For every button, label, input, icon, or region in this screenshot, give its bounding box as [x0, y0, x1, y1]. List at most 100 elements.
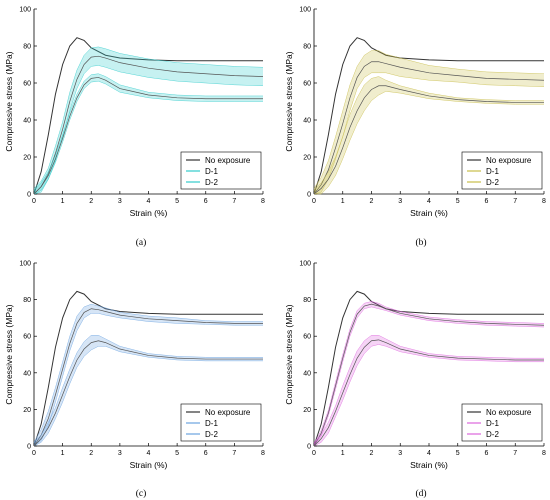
- legend-label: D-2: [205, 178, 218, 187]
- chart-panel: 0 20 40 60 80 100 0 1 2 3 4 5 6 7 8 Compressive stress …: [4, 261, 265, 500]
- y-axis-title: Compressive stress (MPa): [284, 51, 294, 151]
- series-line-d-1: [313, 61, 545, 195]
- series-upper-bound-d-2: [313, 335, 544, 443]
- x-tick-label: 7: [513, 450, 517, 457]
- y-tick-label: 80: [303, 44, 311, 51]
- x-tick-label: 8: [261, 198, 265, 205]
- x-tick-label: 5: [175, 450, 179, 457]
- series-line-no-exposure: [33, 37, 263, 195]
- series-upper-bound-d-1: [313, 301, 545, 445]
- y-tick-label: 20: [303, 407, 311, 414]
- x-tick-label: 8: [542, 450, 546, 457]
- y-axis-title: Compressive stress (MPa): [4, 51, 14, 151]
- legend-label: D-2: [205, 430, 218, 439]
- legend-label: No exposure: [205, 156, 251, 165]
- legend-label: D-1: [486, 419, 499, 428]
- x-tick-label: 8: [542, 198, 546, 205]
- x-tick-label: 6: [485, 450, 489, 457]
- y-tick-label: 80: [23, 297, 31, 304]
- x-tick-label: 8: [261, 450, 265, 457]
- y-tick-label: 80: [23, 44, 31, 51]
- legend-label: D-2: [486, 178, 499, 187]
- x-tick-label: 4: [147, 198, 151, 205]
- legend: No exposure D-1 D-2: [461, 151, 543, 190]
- x-tick-label: 3: [118, 450, 122, 457]
- y-axis-title: Compressive stress (MPa): [4, 304, 14, 404]
- series-line-no-exposure: [33, 290, 263, 447]
- y-tick-label: 60: [303, 334, 311, 341]
- series-lower-bound-d-1: [313, 72, 545, 195]
- series-lower-bound-d-1: [33, 65, 264, 195]
- x-tick-label: 7: [232, 450, 236, 457]
- legend-label: D-1: [486, 167, 499, 176]
- series-line-d-2: [33, 77, 263, 195]
- x-axis-title: Strain (%): [130, 460, 168, 470]
- y-axis-title: Compressive stress (MPa): [284, 304, 294, 404]
- series-band-d-1: [314, 50, 544, 194]
- y-tick-label: 100: [19, 261, 31, 268]
- x-tick-label: 1: [341, 198, 345, 205]
- chart-panel: 0 20 40 60 80 100 0 1 2 3 4 5 6 7 8 Compressive stress …: [4, 7, 265, 249]
- x-tick-label: 5: [456, 198, 460, 205]
- x-tick-label: 0: [32, 198, 36, 205]
- x-axis-title: Strain (%): [410, 460, 448, 470]
- series-lower-bound-d-1: [33, 313, 263, 447]
- y-tick-label: 40: [303, 370, 311, 377]
- x-tick-label: 4: [427, 198, 431, 205]
- x-axis-title: Strain (%): [130, 208, 168, 218]
- x-tick-label: 1: [61, 198, 65, 205]
- chart-panel: 0 20 40 60 80 100 0 1 2 3 4 5 6 7 8 Compressive stress …: [284, 7, 546, 249]
- y-tick-label: 100: [299, 261, 311, 268]
- series-upper-bound-d-2: [33, 73, 263, 191]
- x-tick-label: 0: [312, 198, 316, 205]
- x-tick-label: 6: [204, 450, 208, 457]
- y-tick-label: 40: [23, 118, 31, 125]
- y-tick-label: 20: [23, 155, 31, 162]
- series-line-d-1: [33, 308, 263, 447]
- y-tick-label: 40: [303, 118, 311, 125]
- x-tick-label: 5: [456, 450, 460, 457]
- series-line-d-1: [313, 303, 545, 447]
- x-tick-label: 2: [89, 450, 93, 457]
- x-tick-label: 4: [147, 450, 151, 457]
- y-tick-label: 40: [23, 370, 31, 377]
- series-line-no-exposure: [313, 290, 544, 447]
- legend-label: No exposure: [486, 156, 532, 165]
- series-lower-bound-d-2: [33, 80, 263, 195]
- chart-panel: 0 20 40 60 80 100 0 1 2 3 4 5 6 7 8 Compressive stress …: [284, 261, 546, 500]
- y-tick-label: 0: [27, 444, 31, 451]
- panel-label: (d): [415, 488, 426, 499]
- legend: No exposure D-1 D-2: [461, 403, 543, 442]
- legend-label: D-1: [205, 167, 218, 176]
- y-tick-label: 0: [307, 444, 311, 451]
- legend-label: No exposure: [486, 408, 532, 417]
- y-tick-label: 20: [23, 407, 31, 414]
- y-tick-label: 100: [299, 7, 311, 14]
- x-tick-label: 6: [485, 198, 489, 205]
- panel-label: (b): [415, 237, 426, 248]
- legend: No exposure D-1 D-2: [180, 151, 262, 190]
- legend: No exposure D-1 D-2: [180, 403, 262, 442]
- x-tick-label: 4: [427, 450, 431, 457]
- panel-label: (c): [136, 488, 147, 499]
- y-tick-label: 60: [23, 334, 31, 341]
- x-tick-label: 7: [232, 198, 236, 205]
- panel-label: (a): [136, 237, 147, 248]
- x-tick-label: 3: [118, 198, 122, 205]
- x-tick-label: 1: [341, 450, 345, 457]
- legend-label: D-1: [205, 419, 218, 428]
- series-upper-bound-d-2: [33, 335, 263, 443]
- legend-label: No exposure: [205, 408, 251, 417]
- x-tick-label: 2: [370, 198, 374, 205]
- x-tick-label: 3: [398, 198, 402, 205]
- x-tick-label: 2: [89, 198, 93, 205]
- series-line-d-2: [313, 85, 544, 195]
- series-upper-bound-d-1: [33, 46, 264, 189]
- series-upper-bound-d-1: [313, 50, 545, 189]
- y-tick-label: 60: [303, 81, 311, 88]
- series-lower-bound-d-1: [313, 306, 545, 447]
- series-upper-bound-d-2: [313, 76, 544, 191]
- y-tick-label: 0: [307, 192, 311, 199]
